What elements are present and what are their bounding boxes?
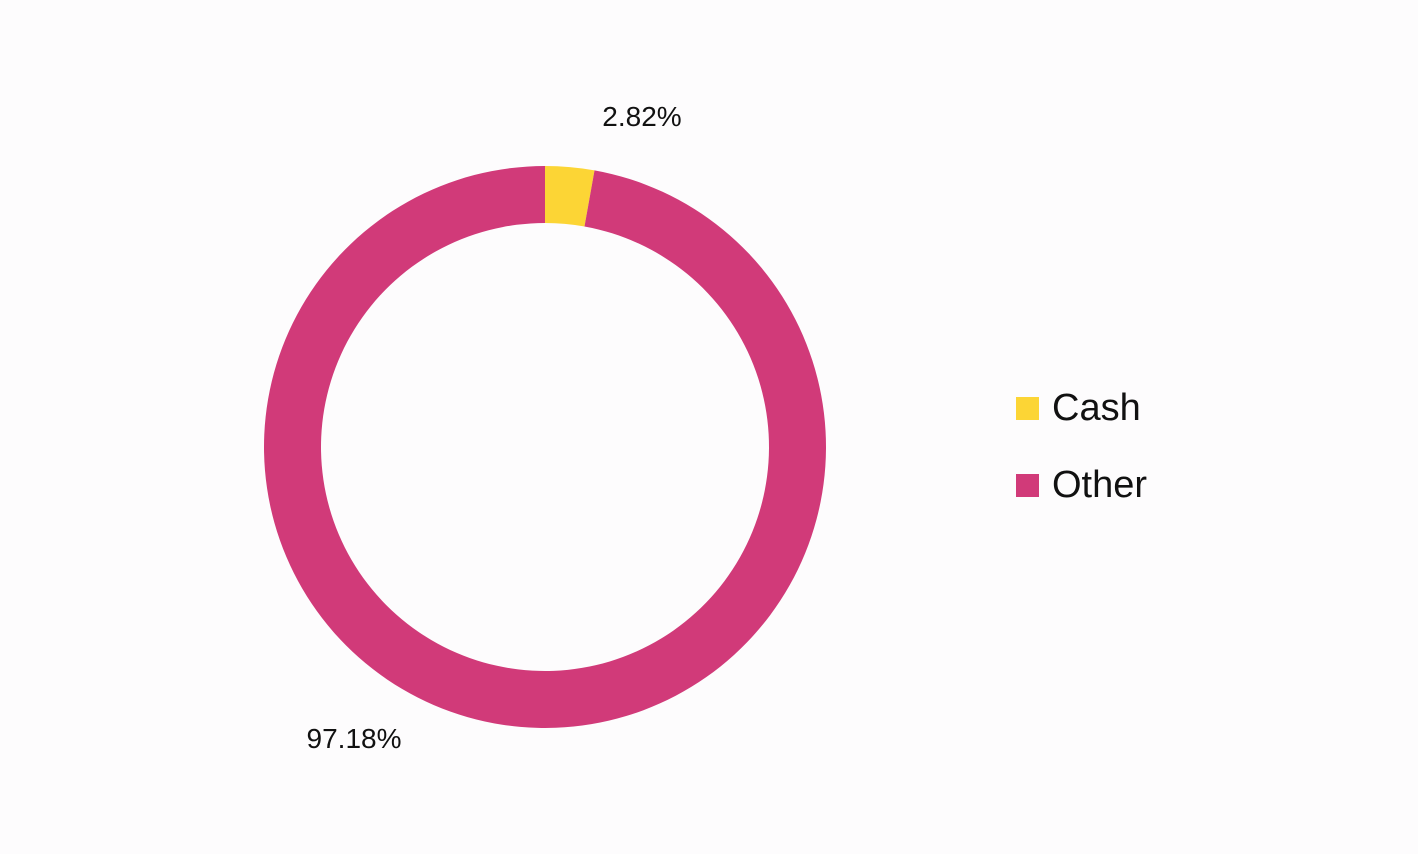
legend-item-cash: Cash [1016, 385, 1147, 431]
chart-legend: Cash Other [1016, 385, 1147, 539]
donut-slices [263, 166, 826, 729]
legend-label-cash: Cash [1052, 387, 1141, 429]
legend-item-other: Other [1016, 462, 1147, 508]
data-label-cash: 2.82% [602, 101, 681, 132]
data-labels: 2.82% 97.18% [307, 101, 682, 754]
slice-other [263, 166, 826, 729]
data-label-other: 97.18% [307, 723, 402, 754]
slice-cash [545, 166, 595, 227]
legend-swatch-cash [1016, 396, 1039, 420]
legend-swatch-other [1016, 473, 1039, 497]
legend-label-other: Other [1052, 464, 1148, 506]
